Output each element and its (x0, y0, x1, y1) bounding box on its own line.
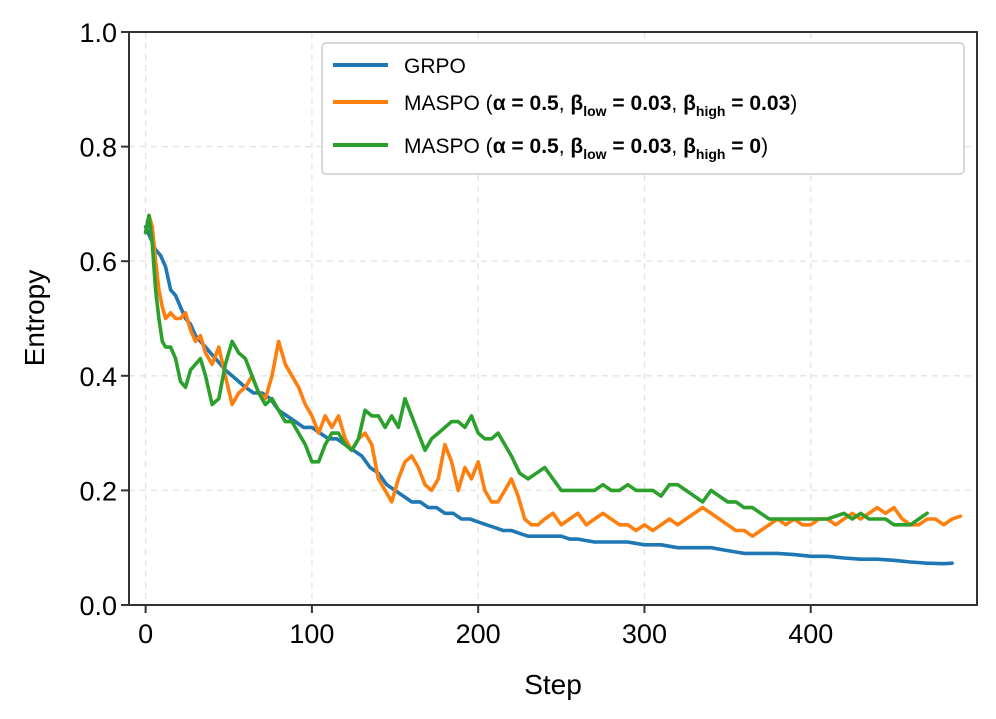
legend-label-grpo: GRPO (404, 55, 466, 78)
x-tick-label: 0 (138, 619, 153, 649)
legend-maspo-1-alpha: α = 0.5 (493, 92, 559, 115)
legend-label-maspo-1: MASPO (α = 0.5, βlow = 0.03, βhigh = 0.0… (404, 92, 797, 119)
x-tick-label: 100 (289, 619, 334, 649)
legend-grpo-prefix: GRPO (404, 55, 466, 78)
legend-maspo-2-prefix: MASPO ( (404, 135, 493, 158)
x-tick-label: 300 (622, 619, 667, 649)
y-tick-label: 0.4 (79, 362, 117, 392)
plot-frame (128, 31, 978, 606)
y-tick-label: 0.6 (79, 247, 117, 277)
y-tick-label: 0.8 (79, 133, 117, 163)
series-line-maspo-2 (143, 213, 929, 527)
y-tick-label: 0.2 (79, 476, 117, 506)
x-axis-label: Step (524, 669, 582, 700)
legend-maspo-1-prefix: MASPO ( (404, 92, 493, 115)
y-tick-label: 0.0 (79, 591, 117, 621)
x-tick-label: 400 (788, 619, 833, 649)
legend-maspo-2-beta-low: 0.03 (631, 135, 672, 158)
y-axis-label: Entropy (19, 270, 50, 367)
axis-ticks: 0 100 200 300 400 0.0 0.2 0.4 0.6 0.8 1.0 (79, 18, 833, 649)
legend-maspo-2-alpha: α = 0.5 (493, 135, 559, 158)
series-line-maspo-1 (143, 213, 963, 539)
legend-label-maspo-2: MASPO (α = 0.5, βlow = 0.03, βhigh = 0) (404, 135, 768, 162)
y-tick-label: 1.0 (79, 18, 117, 48)
legend-box (321, 42, 965, 175)
legend-maspo-1-beta-low: 0.03 (631, 92, 672, 115)
series-lines (143, 213, 963, 566)
legend: GRPO MASPO (α = 0.5, βlow = 0.03, βhigh … (321, 42, 965, 175)
legend-maspo-1-beta-high: 0.03 (749, 92, 790, 115)
legend-maspo-2-beta-high: 0 (749, 135, 761, 158)
x-tick-label: 200 (456, 619, 501, 649)
